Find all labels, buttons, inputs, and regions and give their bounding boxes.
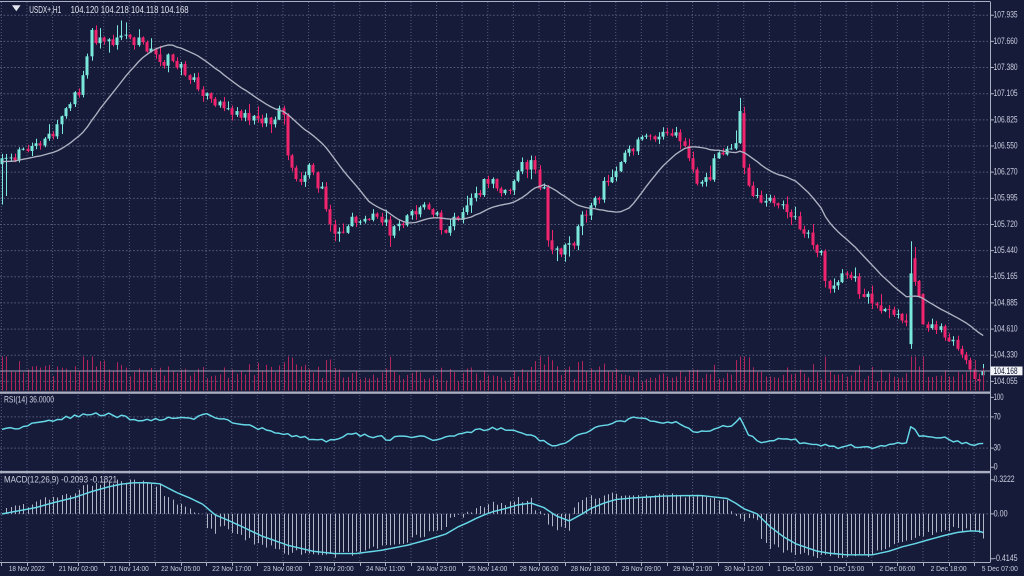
svg-text:70: 70 (994, 411, 1001, 421)
svg-text:30 Nov 12:00: 30 Nov 12:00 (724, 564, 763, 573)
svg-text:0.3222: 0.3222 (994, 474, 1015, 484)
svg-text:105.995: 105.995 (994, 193, 1018, 203)
svg-text:106.825: 106.825 (994, 114, 1018, 124)
svg-text:30: 30 (994, 443, 1001, 453)
svg-text:104.330: 104.330 (994, 350, 1018, 360)
svg-text:0: 0 (994, 462, 998, 472)
svg-text:0.00: 0.00 (994, 508, 1008, 518)
svg-text:23 Nov 08:00: 23 Nov 08:00 (263, 564, 302, 573)
svg-text:24 Nov 11:00: 24 Nov 11:00 (366, 564, 405, 573)
svg-text:105.720: 105.720 (994, 219, 1018, 229)
svg-text:107.935: 107.935 (994, 10, 1018, 20)
svg-text:104.120 104.218 104.118 104.16: 104.120 104.218 104.118 104.168 (71, 5, 189, 16)
svg-text:2 Dec 18:00: 2 Dec 18:00 (931, 564, 967, 573)
svg-text:RSI(14) 36.0000: RSI(14) 36.0000 (4, 394, 54, 404)
svg-text:22 Nov 17:00: 22 Nov 17:00 (212, 564, 251, 573)
svg-text:107.380: 107.380 (994, 62, 1018, 72)
svg-text:1 Dec 15:00: 1 Dec 15:00 (828, 564, 864, 573)
svg-text:29 Nov 09:00: 29 Nov 09:00 (622, 564, 661, 573)
svg-text:25 Nov 14:00: 25 Nov 14:00 (468, 564, 507, 573)
svg-text:21 Nov 14:00: 21 Nov 14:00 (110, 564, 149, 573)
svg-text:107.105: 107.105 (994, 88, 1018, 98)
svg-text:104.055: 104.055 (994, 376, 1018, 386)
svg-text:104.168: 104.168 (994, 366, 1018, 376)
svg-text:-0.4145: -0.4145 (994, 553, 1018, 563)
svg-text:105.165: 105.165 (994, 271, 1018, 281)
svg-text:24 Nov 23:00: 24 Nov 23:00 (417, 564, 456, 573)
svg-text:105.440: 105.440 (994, 245, 1018, 255)
svg-text:104.610: 104.610 (994, 324, 1018, 334)
svg-text:22 Nov 05:00: 22 Nov 05:00 (161, 564, 200, 573)
svg-text:28 Nov 06:00: 28 Nov 06:00 (520, 564, 559, 573)
svg-text:29 Nov 21:00: 29 Nov 21:00 (673, 564, 712, 573)
svg-text:100: 100 (994, 392, 1004, 402)
svg-text:1 Dec 03:00: 1 Dec 03:00 (777, 564, 813, 573)
svg-text:5 Dec 07:00: 5 Dec 07:00 (982, 564, 1018, 573)
svg-text:USDX+,H1: USDX+,H1 (29, 5, 61, 16)
svg-text:106.270: 106.270 (994, 167, 1018, 177)
svg-text:23 Nov 20:00: 23 Nov 20:00 (315, 564, 354, 573)
svg-text:MACD(12,26,9) -0.2093 -0.1821: MACD(12,26,9) -0.2093 -0.1821 (4, 474, 117, 484)
svg-text:28 Nov 18:00: 28 Nov 18:00 (571, 564, 610, 573)
svg-text:18 Nov 2022: 18 Nov 2022 (9, 564, 45, 573)
svg-text:107.660: 107.660 (994, 36, 1018, 46)
svg-text:2 Dec 06:00: 2 Dec 06:00 (879, 564, 915, 573)
svg-text:104.885: 104.885 (994, 297, 1018, 307)
svg-text:106.550: 106.550 (994, 140, 1018, 150)
svg-text:21 Nov 02:00: 21 Nov 02:00 (59, 564, 98, 573)
